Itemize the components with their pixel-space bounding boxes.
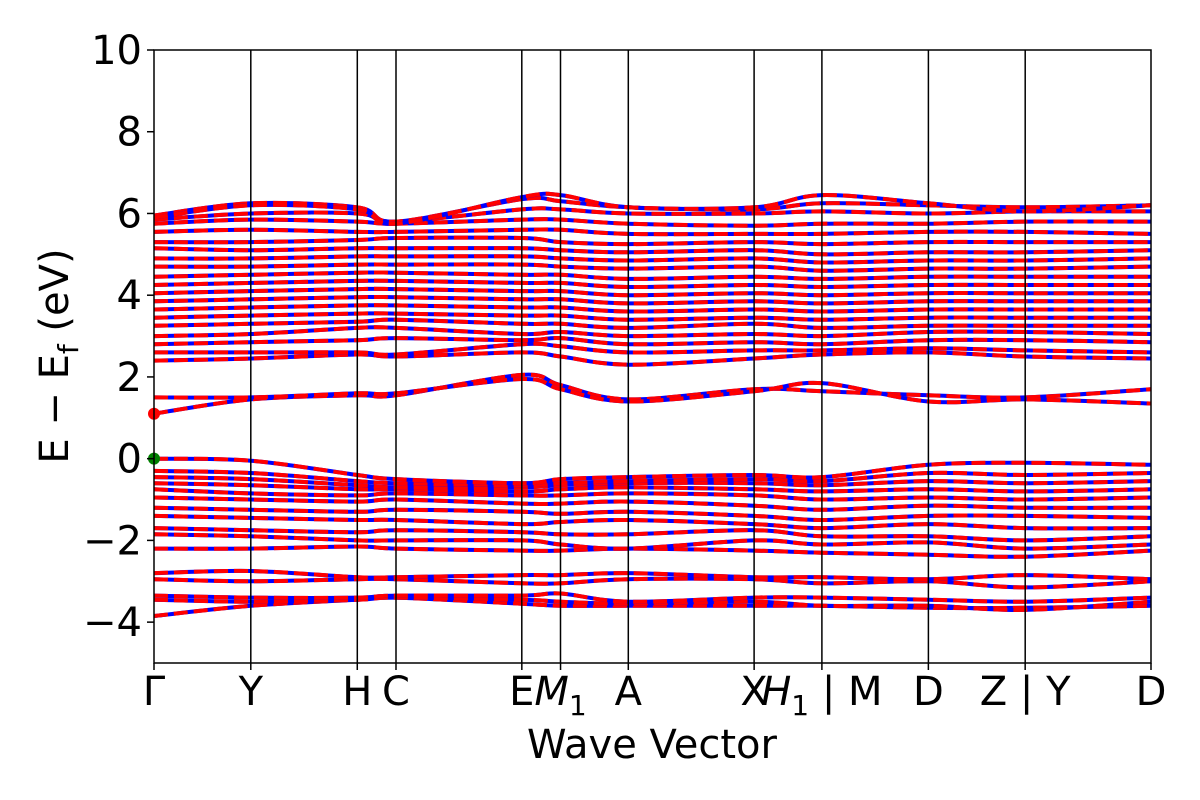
band-conduction-29-spin-up [154,262,1151,273]
band-conduction-33-spin-up [154,227,1151,237]
y-tick-label: −4 [83,600,142,646]
y-tick-label: −2 [83,518,142,564]
band-conduction-19-spin-up [154,341,1151,357]
band-valence-14-spin-up [154,468,1151,488]
x-tick-label: H [342,669,372,715]
x-tick-label: X [740,669,767,715]
x-tick-label: Y [238,669,264,715]
y-axis: −4 −2 0 2 4 6 8 10 [83,28,154,646]
y-axis-label: E − Ef (eV) [32,248,85,463]
band-conduction-25-spin-up [154,294,1151,306]
x-tick-label: C [382,669,410,715]
x-tick-label: Γ [143,669,166,715]
x-axis: Γ Y H C E M1 A XH1 | M D Z | Y D [143,663,1167,722]
plot-frame [153,49,1152,664]
y-tick-label: 4 [117,273,142,319]
x-tick-label: H1 | M [761,669,882,722]
x-tick-label: D [1136,669,1167,715]
x-tick-label: M1 [534,669,586,722]
band-valence-7-spin-up [154,526,1151,543]
band-valence-4-spin-up [154,568,1151,582]
band-conduction-20-spin-up [154,335,1151,347]
band-conduction-28-spin-up [154,270,1151,281]
band-valence-2-spin-up [154,591,1151,604]
band-valence-10-spin-up [154,495,1151,512]
band-valence-12-spin-up [154,481,1151,494]
x-axis-label: Wave Vector [527,722,778,768]
band-valence-1-spin-up [154,595,1151,612]
band-conduction-24-spin-up [154,303,1151,314]
band-conduction-26-spin-up [154,286,1151,298]
band-conduction-31-spin-up [154,246,1151,257]
y-tick-label: 8 [117,110,142,156]
band-conduction-30-spin-up [154,254,1151,265]
band-valence-9-spin-up [154,505,1151,523]
band-conduction-21-spin-up [154,325,1151,339]
band-valence-3-spin-up [154,576,1151,590]
high-symmetry-lines [250,50,1026,663]
y-tick-label: 2 [117,355,142,401]
band-conduction-32-spin-up [154,235,1151,247]
band-conduction-17-spin-up [154,376,1151,406]
band-valence-6-spin-up [154,532,1151,551]
x-tick-label: D [913,669,944,715]
band-conduction-35-spin-up [154,206,1151,224]
y-tick-label: 10 [91,28,142,74]
x-tick-label: Z | Y [980,669,1071,715]
band-valence-11-spin-up [154,487,1151,502]
band-conduction-22-spin-up [154,317,1151,330]
band-conduction-34-spin-up [154,217,1151,228]
band-conduction-23-spin-up [154,311,1151,322]
band-conduction-27-spin-up [154,278,1151,290]
band-conduction-18-spin-up [154,350,1151,367]
band-valence-15-spin-up [154,456,1151,486]
y-tick-label: 0 [117,437,142,483]
band-conduction-37-spin-up [154,191,1151,226]
bands-layer [154,191,1151,618]
y-tick-label: 6 [117,191,142,237]
x-tick-label: A [615,669,643,715]
band-valence-8-spin-up [154,513,1151,531]
x-tick-label: E [509,669,534,715]
